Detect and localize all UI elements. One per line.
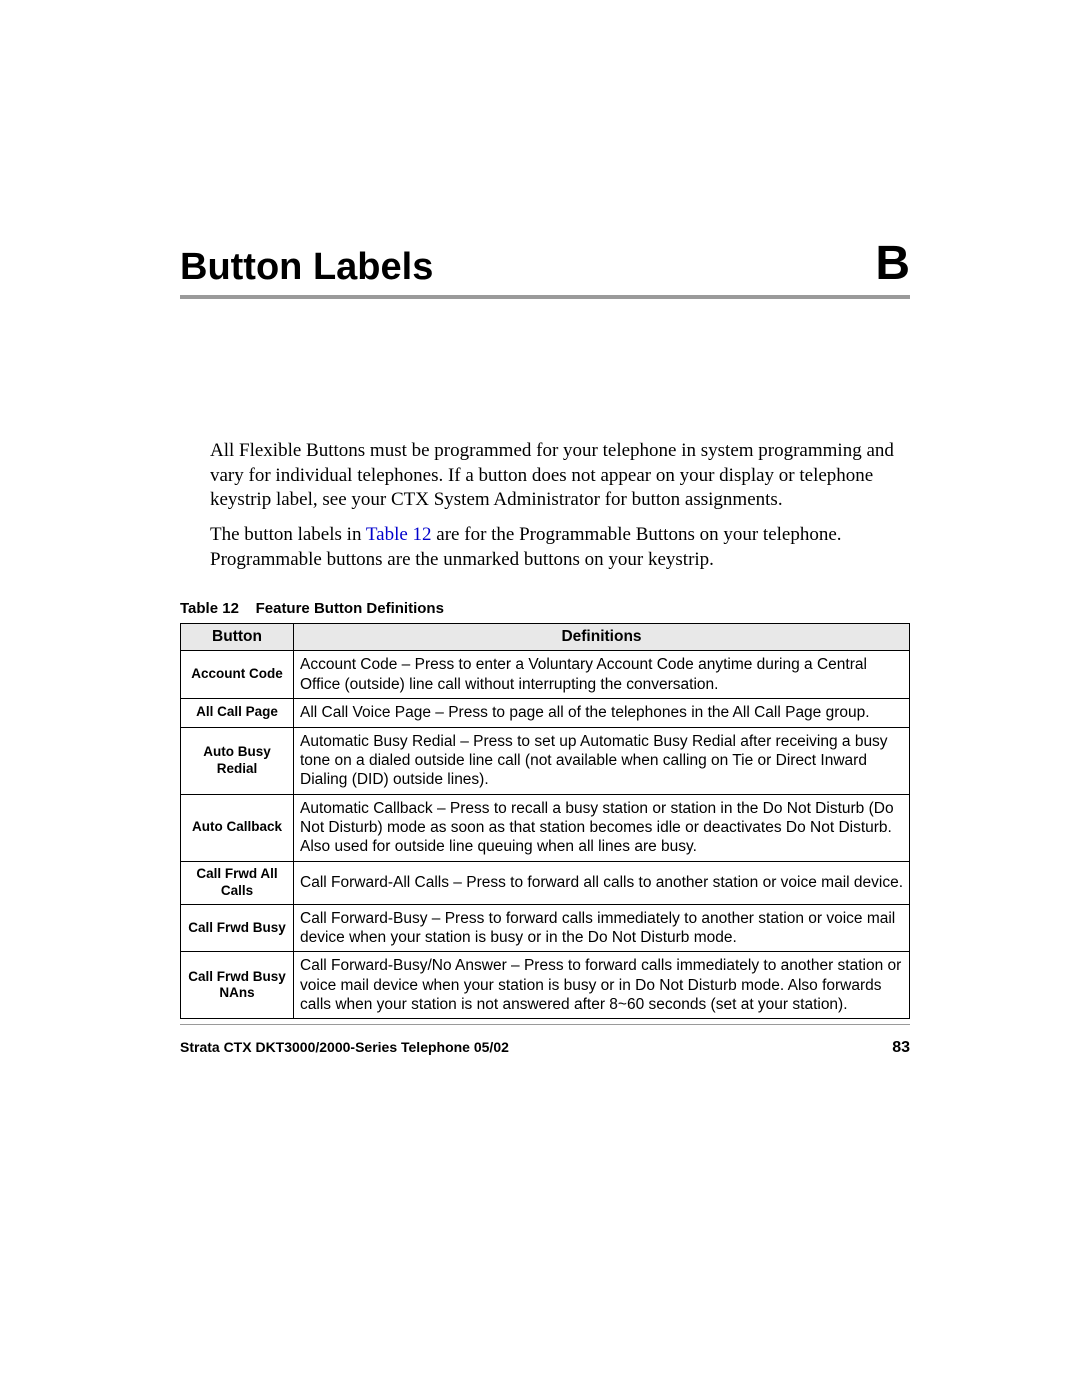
button-cell: Auto Busy Redial — [181, 727, 294, 794]
table-caption-label: Table 12 — [180, 600, 239, 617]
footer-doc-title: Strata CTX DKT3000/2000-Series Telephone… — [180, 1039, 509, 1057]
page-footer: Strata CTX DKT3000/2000-Series Telephone… — [180, 1024, 910, 1057]
table-row: Call Frwd All Calls Call Forward-All Cal… — [181, 861, 910, 904]
definition-cell: Account Code – Press to enter a Voluntar… — [294, 651, 910, 699]
definition-cell: Call Forward-All Calls – Press to forwar… — [294, 861, 910, 904]
button-cell: Call Frwd Busy — [181, 904, 294, 952]
table-caption: Table 12 Feature Button Definitions — [180, 600, 910, 617]
button-cell: Account Code — [181, 651, 294, 699]
table-reference-link[interactable]: Table 12 — [366, 524, 432, 545]
button-cell: Call Frwd Busy NAns — [181, 952, 294, 1019]
table-row: All Call Page All Call Voice Page – Pres… — [181, 699, 910, 727]
button-cell: Auto Callback — [181, 794, 294, 861]
para2-part-a: The button labels in — [210, 524, 366, 545]
paragraph-1: All Flexible Buttons must be programmed … — [210, 439, 910, 513]
section-title: Button Labels — [180, 246, 433, 289]
table-row: Call Frwd Busy Call Forward-Busy – Press… — [181, 904, 910, 952]
paragraph-2: The button labels in Table 12 are for th… — [210, 523, 910, 572]
appendix-letter: B — [875, 240, 910, 288]
footer-page-number: 83 — [892, 1039, 910, 1057]
table-caption-title: Feature Button Definitions — [256, 600, 444, 617]
section-header: Button Labels B — [180, 240, 910, 299]
definition-cell: Automatic Callback – Press to recall a b… — [294, 794, 910, 861]
definition-cell: Call Forward-Busy/No Answer – Press to f… — [294, 952, 910, 1019]
definition-cell: Call Forward-Busy – Press to forward cal… — [294, 904, 910, 952]
page-content: Button Labels B All Flexible Buttons mus… — [0, 0, 1080, 1019]
table-row: Auto Busy Redial Automatic Busy Redial –… — [181, 727, 910, 794]
definition-cell: All Call Voice Page – Press to page all … — [294, 699, 910, 727]
col-header-definitions: Definitions — [294, 624, 910, 651]
table-row: Auto Callback Automatic Callback – Press… — [181, 794, 910, 861]
col-header-button: Button — [181, 624, 294, 651]
button-cell: All Call Page — [181, 699, 294, 727]
button-cell: Call Frwd All Calls — [181, 861, 294, 904]
table-header-row: Button Definitions — [181, 624, 910, 651]
table-row: Account Code Account Code – Press to ent… — [181, 651, 910, 699]
definitions-table: Button Definitions Account Code Account … — [180, 623, 910, 1019]
body-text: All Flexible Buttons must be programmed … — [210, 439, 910, 572]
definition-cell: Automatic Busy Redial – Press to set up … — [294, 727, 910, 794]
table-row: Call Frwd Busy NAns Call Forward-Busy/No… — [181, 952, 910, 1019]
